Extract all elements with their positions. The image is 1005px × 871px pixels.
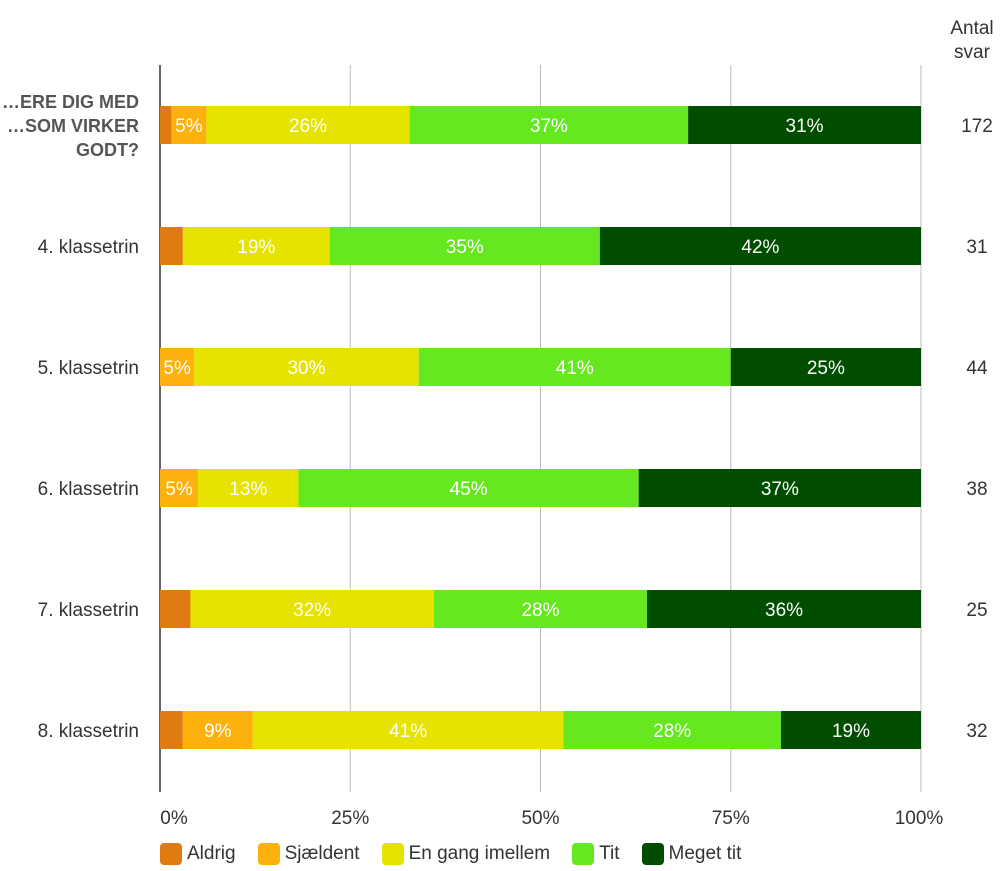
category-label: …SOM VIRKER xyxy=(7,116,139,136)
count-label: 172 xyxy=(961,116,993,137)
bar-segment-sjældent xyxy=(160,469,199,507)
legend-item: Sjældent xyxy=(257,843,360,865)
legend-item: Aldrig xyxy=(160,843,236,865)
grid-lines xyxy=(159,65,922,792)
bar-segment-en-gang-imellem xyxy=(190,590,434,628)
bar-segment-meget-tit xyxy=(730,348,921,386)
x-tick-label: 0% xyxy=(160,808,188,829)
bar-value-label: 31% xyxy=(786,116,824,137)
bar-segment-en-gang-imellem xyxy=(252,711,564,749)
bar-segment-meget-tit xyxy=(688,106,921,144)
bar-segment-en-gang-imellem xyxy=(182,227,330,265)
bar-row-1: 5% 26% 37% 31% xyxy=(160,106,921,144)
bar-value-label: 9% xyxy=(204,721,232,742)
x-tick-label: 100% xyxy=(895,808,944,829)
bar-value-label: 42% xyxy=(741,237,779,258)
bar-segment-meget-tit xyxy=(647,590,921,628)
bar-value-label: 5% xyxy=(163,358,191,379)
bar-value-label: 25% xyxy=(807,358,845,379)
bar-value-label: 32% xyxy=(293,600,331,621)
count-label: 32 xyxy=(966,721,987,742)
stacked-bar-chart: 5% 26% 37% 31% 19% 35% 42% 5% 30% 41% 25% 5% 13% 45% 3… xyxy=(2,18,994,829)
bar-value-label: 28% xyxy=(653,721,691,742)
legend-swatch xyxy=(257,843,280,865)
bar-segment-sjældent xyxy=(160,348,195,386)
bar-segment-en-gang-imellem xyxy=(198,469,299,507)
bar-segment-tit xyxy=(409,106,689,144)
category-label: 5. klassetrin xyxy=(38,358,139,379)
bar-segment-meget-tit xyxy=(780,711,921,749)
legend-item: Meget tit xyxy=(641,843,742,865)
bar-segment-en-gang-imellem xyxy=(194,348,419,386)
bar-value-label: 13% xyxy=(229,479,267,500)
count-label: 38 xyxy=(966,479,987,500)
category-label: 4. klassetrin xyxy=(38,237,139,258)
bar-segment-tit xyxy=(563,711,781,749)
bar-value-label: 30% xyxy=(287,358,325,379)
bar-row-2: 19% 35% 42% xyxy=(160,227,921,265)
bar-segment-en-gang-imellem xyxy=(206,106,410,144)
bar-value-label: 36% xyxy=(765,600,803,621)
x-tick-label: 25% xyxy=(331,808,369,829)
category-labels: …ERE DIG MED …SOM VIRKER GODT? 4. klassetri… xyxy=(2,92,139,742)
legend-label: Sjældent xyxy=(284,843,360,864)
legend-swatch xyxy=(572,843,595,865)
bar-value-label: 41% xyxy=(389,721,427,742)
counts-header-line2: svar xyxy=(954,42,991,63)
bar-segment-aldrig xyxy=(160,590,191,628)
category-label: GODT? xyxy=(76,140,139,160)
bar-row-6: 9% 41% 28% 19% xyxy=(160,711,921,749)
bar-row-4: 5% 13% 45% 37% xyxy=(160,469,921,507)
bar-segment-meget-tit xyxy=(599,227,921,265)
category-label: 7. klassetrin xyxy=(38,600,139,621)
bar-value-label: 19% xyxy=(832,721,870,742)
bar-value-label: 28% xyxy=(521,600,559,621)
bar-value-label: 37% xyxy=(761,479,799,500)
legend-item: En gang imellem xyxy=(381,843,551,865)
legend-label: Meget tit xyxy=(668,843,742,864)
bar-segment-tit xyxy=(433,590,648,628)
bar-row-5: 32% 28% 36% xyxy=(160,590,921,628)
bar-value-label: 26% xyxy=(289,116,327,137)
bar-segment-tit xyxy=(329,227,600,265)
bar-segment-aldrig xyxy=(160,106,172,144)
count-labels: Antal svar 172 31 44 38 25 32 xyxy=(950,18,993,742)
legend-swatch xyxy=(160,843,182,865)
bar-row-3: 5% 30% 41% 25% xyxy=(160,348,921,386)
bar-value-label: 5% xyxy=(175,116,203,137)
bar-value-label: 19% xyxy=(237,237,275,258)
bar-segment-aldrig xyxy=(160,227,183,265)
x-axis-tick-labels: 0% 25% 50% 75% 100% xyxy=(160,808,943,829)
category-label: 8. klassetrin xyxy=(38,721,139,742)
count-label: 44 xyxy=(966,358,988,379)
bar-segment-tit xyxy=(418,348,731,386)
bar-segment-meget-tit xyxy=(638,469,921,507)
bar-segment-sjældent xyxy=(182,711,253,749)
bar-segment-tit xyxy=(298,469,639,507)
bar-segment-sjældent xyxy=(171,106,207,144)
bar-value-label: 37% xyxy=(530,116,568,137)
bar-value-label: 35% xyxy=(446,237,484,258)
bar-value-label: 45% xyxy=(450,479,488,500)
count-label: 31 xyxy=(966,237,987,258)
legend-swatch xyxy=(381,843,404,865)
counts-header-line1: Antal xyxy=(950,18,993,39)
legend: Aldrig Sjældent En gang imellem Tit Meget ti… xyxy=(160,843,763,865)
category-label: …ERE DIG MED xyxy=(2,92,139,112)
category-label: 6. klassetrin xyxy=(38,479,139,500)
legend-item: Tit xyxy=(572,843,620,865)
legend-swatch xyxy=(641,843,664,865)
legend-label: Aldrig xyxy=(187,843,236,864)
x-tick-label: 75% xyxy=(712,808,750,829)
bar-value-label: 5% xyxy=(165,479,193,500)
count-label: 25 xyxy=(966,600,987,621)
bar-segment-aldrig xyxy=(160,711,183,749)
bars: 5% 26% 37% 31% 19% 35% 42% 5% 30% 41% 25% 5% 13% 45% 3… xyxy=(160,106,921,749)
x-tick-label: 50% xyxy=(521,808,559,829)
bar-value-label: 41% xyxy=(556,358,594,379)
legend-label: Tit xyxy=(599,843,620,864)
legend-label: En gang imellem xyxy=(408,843,551,864)
